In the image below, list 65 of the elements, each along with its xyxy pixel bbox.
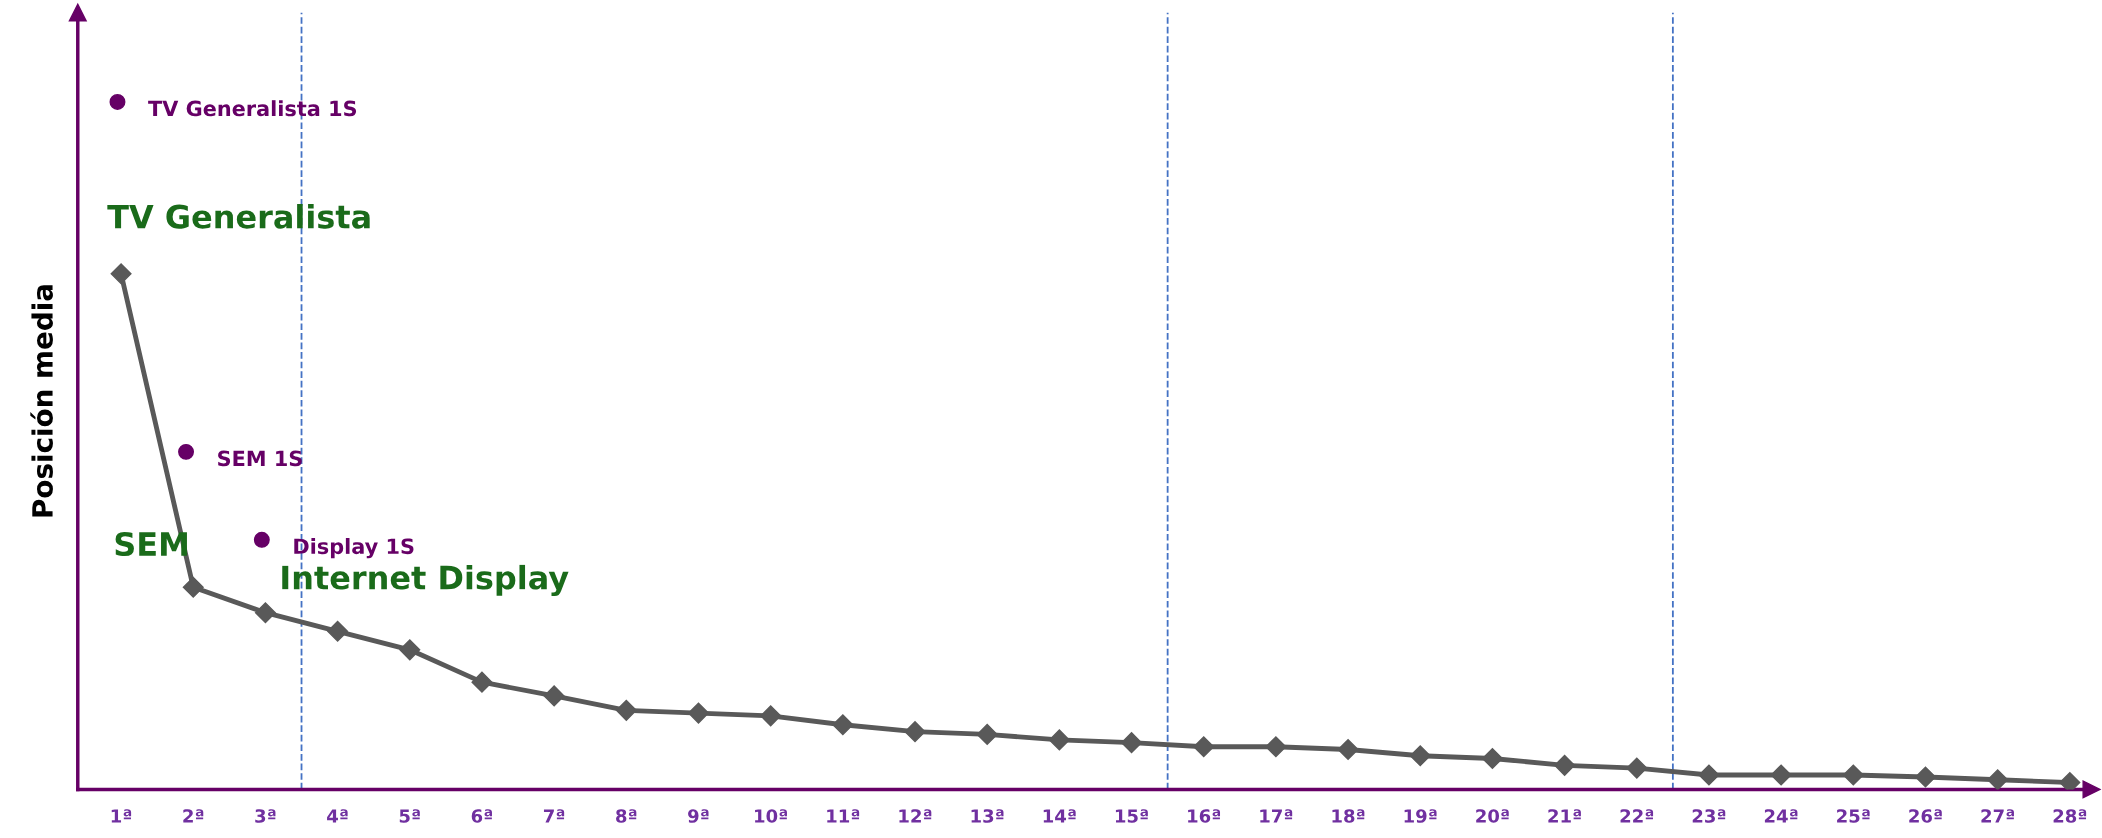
x-tick-label: 7ª <box>543 809 565 823</box>
annotation: TV Generalista <box>107 204 370 229</box>
point <box>182 576 204 598</box>
point <box>399 639 421 661</box>
x-tick-label: 20ª <box>1476 809 1509 823</box>
point <box>253 531 270 548</box>
x-tick-label: 28ª <box>2053 809 2087 823</box>
x-tick-label: 27ª <box>1981 809 2014 823</box>
point <box>327 620 349 642</box>
x-tick-label: 17ª <box>1260 809 1293 823</box>
point <box>178 443 195 460</box>
point <box>543 685 565 707</box>
x-tick-label: 21ª <box>1548 809 1581 823</box>
point <box>904 721 926 743</box>
x-tick-label: 19ª <box>1404 809 1437 823</box>
point <box>1626 757 1648 779</box>
x-tick-label: 10ª <box>755 809 787 823</box>
point <box>1193 736 1215 758</box>
x-tick-label: 1ª <box>111 809 132 823</box>
point <box>832 714 854 736</box>
point <box>1698 764 1720 786</box>
point <box>254 602 276 624</box>
x-tick-label: 5ª <box>399 809 420 823</box>
x-tick-label: 18ª <box>1332 809 1365 823</box>
point <box>1842 764 1864 786</box>
x-tick-label: 25ª <box>1837 809 1870 823</box>
x-tick-label: 6ª <box>471 809 492 823</box>
x-tick-label: 4ª <box>327 809 348 823</box>
point <box>1265 736 1287 758</box>
point <box>1409 745 1431 767</box>
point <box>1481 747 1503 769</box>
point <box>1048 729 1070 751</box>
x-tick-label: 15ª <box>1115 809 1148 823</box>
point <box>1121 732 1143 754</box>
x-tick-label: 14ª <box>1043 809 1076 823</box>
x-tick-label: 9ª <box>688 809 709 823</box>
series-label: Display 1S <box>294 538 414 559</box>
x-tick-label: 8ª <box>616 809 637 823</box>
y-axis-title: Posición media <box>30 285 53 517</box>
point <box>976 723 998 745</box>
x-tick-label: 13ª <box>971 809 1004 823</box>
point <box>760 705 782 727</box>
point <box>1554 754 1576 776</box>
x-tick-label: 22ª <box>1620 809 1654 823</box>
point <box>687 702 710 724</box>
point <box>471 671 493 693</box>
point <box>109 93 126 110</box>
point <box>1914 766 1937 788</box>
point <box>110 263 132 285</box>
x-tick-label: 3ª <box>255 809 276 823</box>
x-tick-label: 11ª <box>827 809 860 823</box>
point <box>1337 739 1359 761</box>
x-tick-label: 16ª <box>1188 809 1221 823</box>
x-tick-label: 2ª <box>183 809 204 823</box>
x-tick-label: 12ª <box>899 809 932 823</box>
point <box>1770 764 1792 786</box>
series-label: TV Generalista 1S <box>148 100 357 117</box>
annotation: Internet Display <box>282 564 569 597</box>
series-label: SEM 1S <box>218 450 302 467</box>
x-tick-label: 23ª <box>1692 809 1726 823</box>
point <box>1987 769 2009 790</box>
point <box>2059 772 2081 790</box>
point <box>615 699 637 721</box>
x-tick-label: 24ª <box>1764 809 1798 823</box>
x-tick-label: 26ª <box>1909 809 1942 823</box>
